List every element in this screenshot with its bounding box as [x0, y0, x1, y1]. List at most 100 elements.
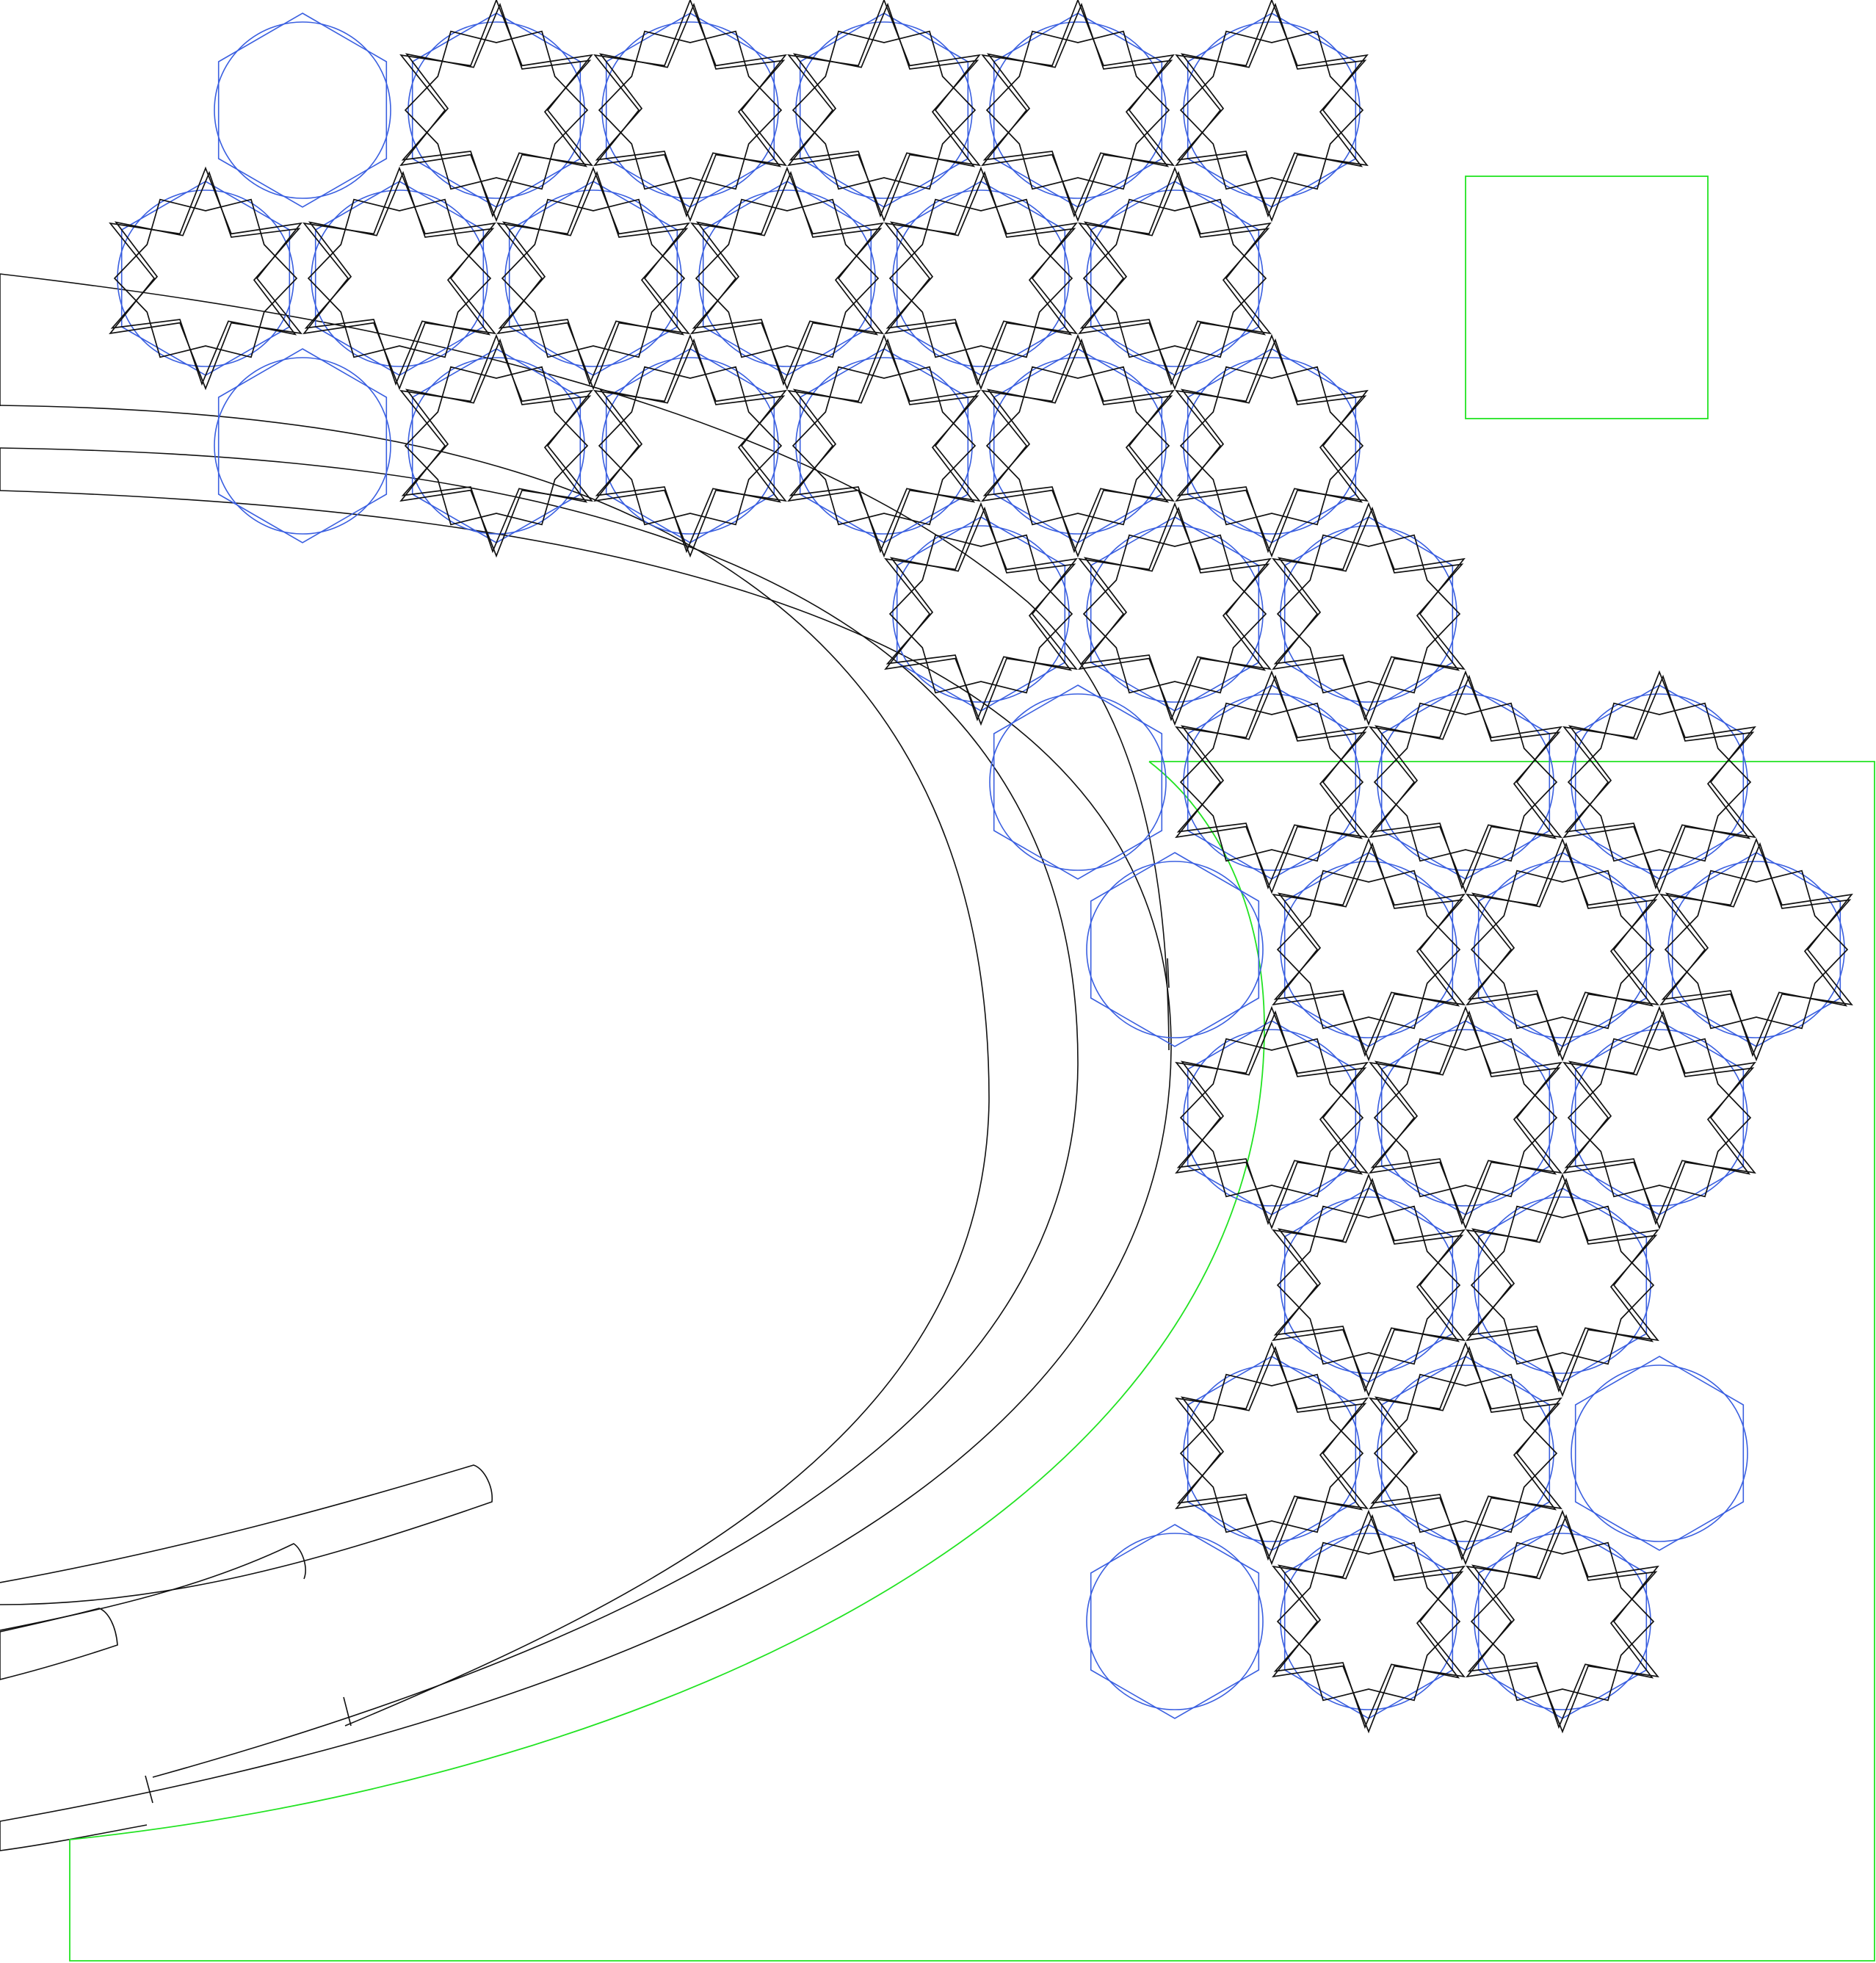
star-pattern-rosette	[598, 30, 783, 190]
inscribed-circle	[1571, 1029, 1748, 1207]
star-pattern-outer	[1562, 670, 1756, 894]
star-pattern-outer	[1175, 1005, 1369, 1230]
star-pattern-rosette	[1179, 1038, 1364, 1198]
star-pattern-outer	[1175, 1341, 1369, 1566]
star-pattern-inner	[789, 2, 979, 218]
star-hex-tile	[1175, 333, 1369, 558]
star-hex-tile	[1272, 837, 1466, 1062]
star-pattern-inner	[1079, 170, 1270, 386]
star-hex-tile	[1272, 1173, 1466, 1398]
star-pattern-inner	[498, 170, 689, 386]
star-hex-tile	[981, 0, 1175, 223]
star-hex-tile	[1369, 1005, 1562, 1230]
star-pattern-inner	[1467, 1514, 1658, 1729]
inscribed-circle	[989, 357, 1167, 535]
star-pattern-rosette	[1179, 366, 1364, 526]
inscribed-circle	[1571, 1364, 1748, 1542]
star-hex-tile	[1466, 1509, 1659, 1734]
small-tick	[1167, 958, 1170, 988]
star-hex-tile	[1175, 1005, 1369, 1230]
star-pattern-outer	[1369, 1341, 1562, 1566]
star-pattern-rosette	[404, 30, 589, 190]
star-pattern-rosette	[1276, 1541, 1461, 1702]
star-pattern-inner	[595, 2, 786, 218]
star-pattern-inner	[1273, 1177, 1464, 1393]
star-pattern-rosette	[1373, 1373, 1558, 1533]
star-pattern-outer	[1562, 1005, 1756, 1230]
plain-hex-tile	[214, 348, 391, 543]
star-hex-tile	[1175, 1341, 1369, 1566]
star-pattern-rosette	[1567, 1038, 1752, 1198]
star-pattern-outer	[1369, 1005, 1562, 1230]
star-pattern-outer	[1466, 1173, 1659, 1398]
star-pattern-outer	[981, 333, 1175, 558]
star-hex-tile	[1562, 670, 1756, 894]
band-cut-mark-1	[343, 1696, 352, 1727]
star-pattern-rosette	[1373, 702, 1558, 862]
plain-hex-tile	[1571, 1356, 1748, 1551]
inscribed-circle	[1183, 1364, 1361, 1542]
star-hex-tile	[1369, 1341, 1562, 1566]
star-hex-tile	[109, 166, 303, 391]
inscribed-circle	[1571, 693, 1748, 871]
star-pattern-rosette	[888, 534, 1073, 694]
star-hex-tile	[1369, 670, 1562, 894]
inscribed-circle	[311, 189, 488, 367]
inscribed-circle	[1280, 1196, 1457, 1374]
star-pattern-outer	[1175, 0, 1369, 223]
star-hex-tile	[1175, 0, 1369, 223]
star-pattern-outer	[1175, 670, 1369, 894]
guide-box-small	[1465, 176, 1709, 419]
inscribed-circle	[1377, 1364, 1554, 1542]
star-pattern-outer	[884, 502, 1078, 726]
star-pattern-inner	[1176, 1010, 1367, 1226]
star-pattern-inner	[110, 170, 301, 386]
star-pattern-outer	[1272, 1173, 1466, 1398]
star-pattern-inner	[401, 2, 592, 218]
star-pattern-inner	[789, 338, 979, 554]
star-pattern-outer	[1466, 1509, 1659, 1734]
inscribed-circle	[1086, 861, 1264, 1038]
inscribed-circle	[1086, 525, 1264, 703]
star-pattern-inner	[1176, 2, 1367, 218]
inscribed-circle	[214, 357, 391, 535]
star-pattern-inner	[982, 338, 1173, 554]
inscribed-circle	[1086, 1533, 1264, 1710]
star-pattern-rosette	[501, 198, 686, 358]
star-pattern-outer	[399, 333, 593, 558]
star-pattern-rosette	[792, 366, 977, 526]
hex-tile-grid	[109, 0, 1853, 1734]
star-pattern-inner	[1661, 842, 1852, 1058]
star-pattern-outer	[1272, 1509, 1466, 1734]
star-pattern-rosette	[1470, 870, 1655, 1030]
inscribed-circle	[1474, 1533, 1651, 1710]
star-pattern-outer	[884, 166, 1078, 391]
plain-hex-tile	[989, 684, 1167, 880]
star-pattern-inner	[1370, 1010, 1561, 1226]
star-pattern-rosette	[792, 30, 977, 190]
inscribed-circle	[1474, 1196, 1651, 1374]
inscribed-circle	[1183, 21, 1361, 199]
inscribed-circle	[1280, 861, 1457, 1038]
star-hex-tile	[1466, 837, 1659, 1062]
star-pattern-inner	[1273, 1514, 1464, 1729]
inscribed-circle	[1183, 357, 1361, 535]
star-hex-tile	[399, 0, 593, 223]
inscribed-circle	[1086, 189, 1264, 367]
star-pattern-rosette	[307, 198, 492, 358]
star-hex-tile	[496, 166, 690, 391]
inscribed-circle	[795, 21, 973, 199]
plain-hex-tile	[1086, 852, 1264, 1047]
star-pattern-outer	[787, 333, 981, 558]
star-pattern-rosette	[113, 198, 298, 358]
plain-hex-tile	[214, 12, 391, 208]
star-pattern-rosette	[888, 198, 1073, 358]
star-hex-tile	[884, 502, 1078, 726]
star-pattern-rosette	[985, 366, 1170, 526]
log-shape-2	[0, 1543, 306, 1631]
star-pattern-inner	[1176, 1345, 1367, 1561]
inscribed-circle	[989, 21, 1167, 199]
star-hex-tile	[690, 166, 884, 391]
star-pattern-rosette	[1179, 30, 1364, 190]
star-pattern-inner	[692, 170, 883, 386]
